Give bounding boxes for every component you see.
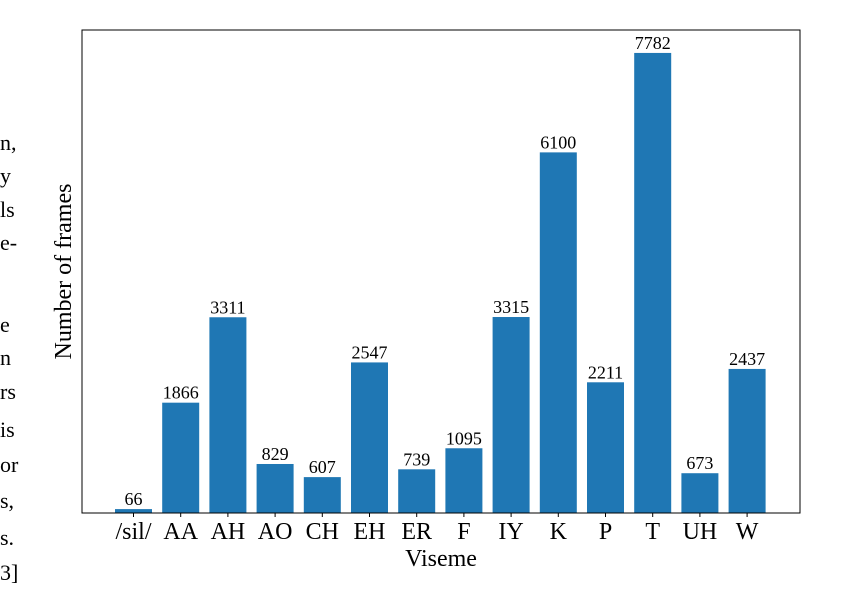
value-label: 3311 xyxy=(210,297,245,317)
x-tick-label: P xyxy=(599,519,612,545)
x-tick-label: IY xyxy=(498,519,523,545)
x-tick-label: ER xyxy=(401,519,432,545)
bar-AH xyxy=(209,317,247,513)
x-tick-label: UH xyxy=(683,519,718,545)
bar-T xyxy=(634,52,672,513)
x-tick-label: W xyxy=(736,519,759,545)
value-label: 2211 xyxy=(588,362,623,382)
value-label: 739 xyxy=(403,449,430,469)
value-label: 2547 xyxy=(352,342,388,362)
value-label: 607 xyxy=(309,457,336,477)
value-label: 673 xyxy=(686,453,713,473)
value-label: 2437 xyxy=(729,349,765,369)
bar-K xyxy=(539,152,577,513)
x-tick-label: AA xyxy=(163,519,198,545)
bar-ER xyxy=(398,469,436,513)
x-tick-label: /sil/ xyxy=(115,519,151,545)
x-tick-label: AH xyxy=(211,519,246,545)
x-tick-label: CH xyxy=(306,519,339,545)
x-axis-label: Viseme xyxy=(405,546,477,572)
x-tick-labels-layer: /sil/AA AH AO CH EH ER F IY K P T UH W xyxy=(115,513,759,545)
x-tick-label: EH xyxy=(354,519,386,545)
y-axis-label: Number of frames xyxy=(51,184,77,360)
x-tick-label: AO xyxy=(258,519,293,545)
value-label: 7782 xyxy=(635,33,671,53)
bar-IY xyxy=(492,317,530,513)
bar-F xyxy=(445,448,483,513)
bar-W xyxy=(728,368,766,513)
x-tick-label: F xyxy=(457,519,470,545)
x-tick-label: K xyxy=(550,519,568,545)
plot-area-frame xyxy=(81,29,801,514)
value-label: 829 xyxy=(262,444,289,464)
bar-AA xyxy=(162,402,200,513)
value-label: 3315 xyxy=(493,297,529,317)
value-label: 1866 xyxy=(163,383,199,403)
value-labels-layer: 66 1866 3311 829 607 2547 739 1095 3315 6100 2211 7… xyxy=(125,33,766,509)
x-tick-label: T xyxy=(645,519,660,545)
bar-sil xyxy=(115,509,152,513)
bar-EH xyxy=(351,362,388,513)
bar-CH xyxy=(303,477,341,513)
bars-layer xyxy=(115,52,766,513)
bar-P xyxy=(587,382,624,513)
value-label: 66 xyxy=(125,489,143,509)
value-label: 6100 xyxy=(540,132,576,152)
bar-UH xyxy=(681,473,719,513)
bar-AO xyxy=(256,463,294,513)
value-label: 1095 xyxy=(446,428,482,448)
